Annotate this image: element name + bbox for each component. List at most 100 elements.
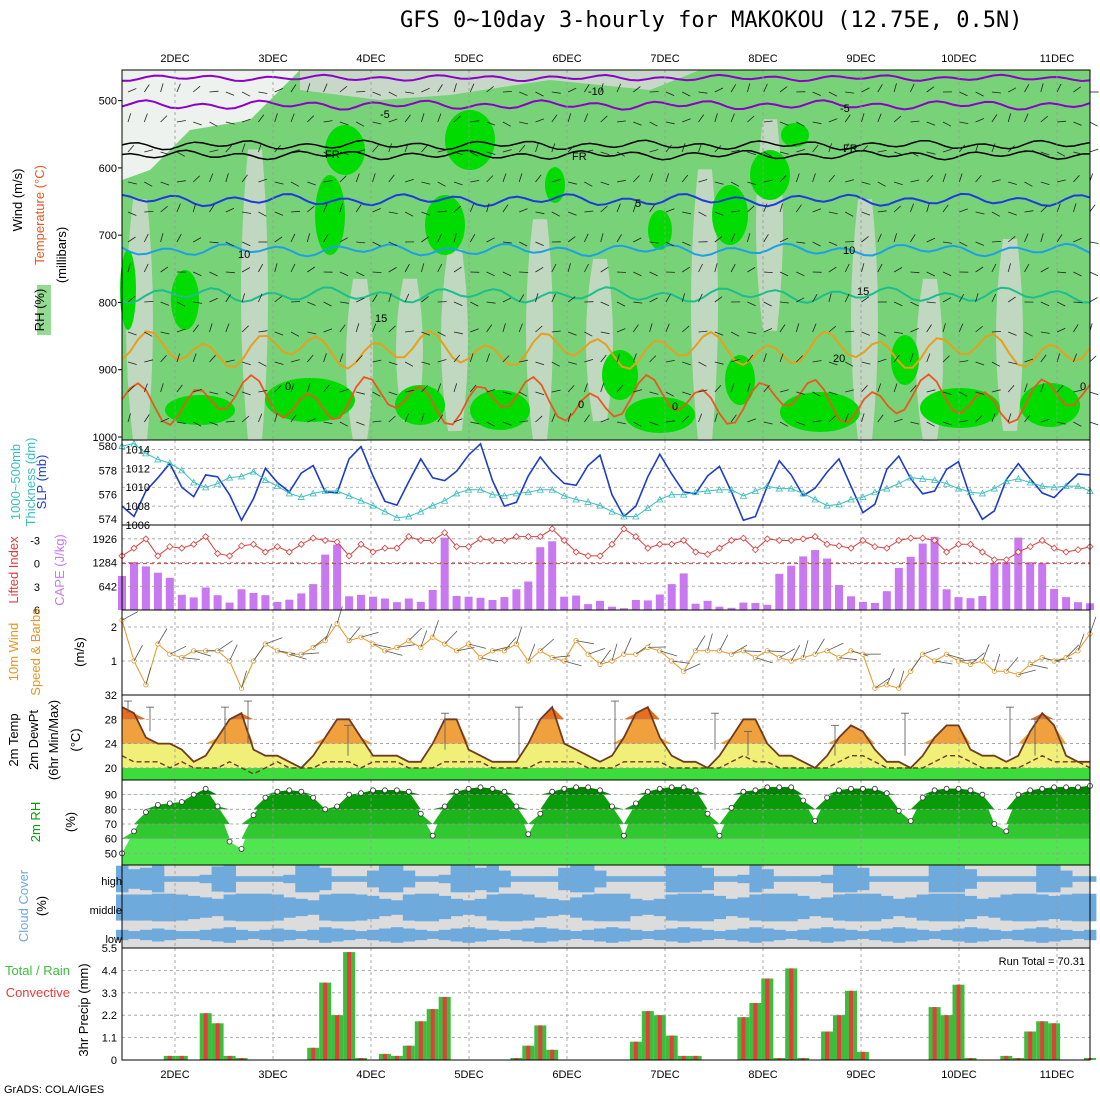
wind-barb <box>665 294 671 303</box>
wind-barb-10m <box>671 660 690 664</box>
wind-barb-10m <box>444 630 458 645</box>
thickness-point <box>942 479 951 487</box>
precip-convective-bar <box>179 1055 184 1060</box>
wind-barb <box>665 360 675 363</box>
cloud-cell-middle <box>534 897 547 918</box>
wind-barb <box>176 353 181 363</box>
thickness-point <box>656 495 664 503</box>
wind-barb <box>893 83 897 93</box>
wind-barb <box>535 266 544 273</box>
wind-barb-10m <box>874 677 890 689</box>
wind-barb <box>796 241 806 244</box>
lifted-index-point <box>190 540 198 548</box>
wind-barb <box>421 236 429 243</box>
rh-point <box>226 838 233 845</box>
cloud-cell-high <box>892 876 906 882</box>
wind-barb <box>1024 331 1033 337</box>
wind-barb <box>812 121 822 125</box>
wind-barb <box>241 241 251 247</box>
wind-speed-point <box>215 648 221 654</box>
wind-barb <box>307 301 316 306</box>
cloud-cell-middle <box>570 897 583 918</box>
cape-bar <box>858 601 867 610</box>
precip-convective-bar <box>645 1011 650 1060</box>
cloud-cell-middle <box>701 893 714 922</box>
rh-tick: 50 <box>105 848 117 860</box>
cape-bar <box>392 602 401 610</box>
rh-point <box>346 791 353 798</box>
contour-label: 10 <box>843 245 855 257</box>
lifted-index-point <box>931 536 939 545</box>
wind-barb-10m <box>659 650 678 657</box>
lifted-index-point <box>775 536 783 545</box>
thickness-point <box>178 466 186 474</box>
wind-barb-10m <box>348 626 361 641</box>
wind-barb <box>404 114 411 123</box>
wind-barb <box>176 151 185 157</box>
wind-barb <box>274 144 281 153</box>
wind-barb <box>747 354 754 363</box>
wind-barb <box>306 354 314 363</box>
wind-barb <box>584 113 589 123</box>
contour-10 <box>121 242 1091 258</box>
thickness-point <box>644 504 652 511</box>
cape-bar <box>655 594 664 610</box>
wind-barb <box>258 413 263 423</box>
cloud-cell-middle <box>402 894 416 921</box>
rh-point <box>1063 784 1069 791</box>
wind-barb-10m <box>504 636 517 652</box>
wind-barb <box>975 415 983 423</box>
precip-convective-bar <box>968 1058 973 1060</box>
wind-barb-10m <box>683 663 701 672</box>
cloud-cell-high <box>570 865 583 893</box>
cloud-cell-middle <box>641 900 655 915</box>
wind-barb <box>958 323 964 333</box>
cape-bar <box>476 597 485 610</box>
thickness-point <box>966 488 975 496</box>
wind-barb-10m <box>456 647 475 652</box>
wind-speed-point <box>430 634 436 640</box>
rh-point <box>919 794 926 801</box>
cloud-cell-middle <box>821 897 834 918</box>
wind-barb <box>388 118 398 123</box>
wind-barb <box>127 181 137 185</box>
lifted-index-point <box>130 544 138 552</box>
cloud-cell-high <box>1012 876 1025 882</box>
wind-barb <box>828 415 836 423</box>
wind-barb <box>730 113 735 123</box>
rh-point <box>776 784 783 791</box>
wind-barb <box>421 263 425 273</box>
wind-barb <box>339 324 346 333</box>
precip-convective-bar <box>347 952 352 1060</box>
cloud-cell-high <box>964 869 977 889</box>
contour-20 <box>121 330 1091 370</box>
wind-barb <box>1040 354 1047 363</box>
wind-barb <box>356 271 365 277</box>
wind-barb-10m <box>384 650 403 656</box>
wind-barb <box>274 296 282 303</box>
cape-bar <box>691 603 700 610</box>
wind-barb <box>877 84 883 93</box>
wind-barb <box>258 390 268 393</box>
wind-barb <box>893 354 900 363</box>
wind-barb <box>176 120 186 123</box>
wind-barb <box>258 263 264 273</box>
cloud-cell-middle <box>737 897 750 918</box>
wind-barb-10m <box>312 635 328 648</box>
lifted-index-point <box>1026 543 1034 551</box>
rh-point <box>429 832 436 839</box>
lifted-index-point <box>835 542 843 550</box>
thickness-point <box>476 485 485 493</box>
cloud-cell-high <box>498 870 511 888</box>
wind-barb <box>225 294 231 303</box>
date-label-top: 2DEC <box>160 53 189 65</box>
rh-point <box>943 785 950 792</box>
rh-point <box>907 818 914 824</box>
wind-barb <box>1089 121 1098 127</box>
wind-barb <box>323 180 333 183</box>
thickness-point <box>572 495 580 503</box>
thickness-point <box>1074 482 1082 490</box>
cloud-cell-middle <box>928 893 942 922</box>
wind-barb <box>1040 267 1049 273</box>
wind-barb <box>991 91 1001 94</box>
